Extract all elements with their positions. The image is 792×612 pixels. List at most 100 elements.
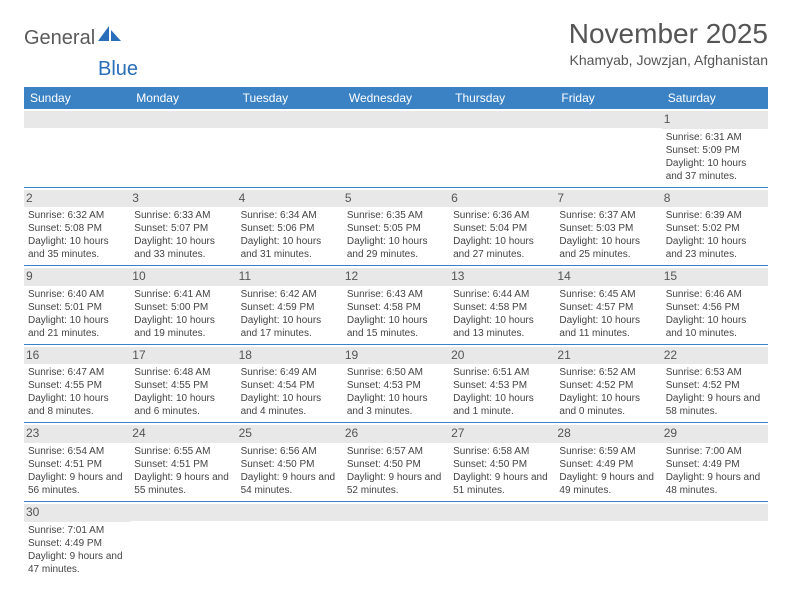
day-number: 28 xyxy=(555,425,661,443)
day-number: 18 xyxy=(237,347,343,365)
day-details: Sunrise: 6:50 AMSunset: 4:53 PMDaylight:… xyxy=(347,366,445,418)
day-number: 29 xyxy=(662,425,768,443)
day-details: Sunrise: 6:33 AMSunset: 5:07 PMDaylight:… xyxy=(134,209,232,261)
day-number-empty xyxy=(130,504,236,521)
logo-text-general: General xyxy=(24,28,95,48)
calendar-day-cell: 19Sunrise: 6:50 AMSunset: 4:53 PMDayligh… xyxy=(343,344,449,423)
day-number: 24 xyxy=(130,425,236,443)
calendar-day-cell: 7Sunrise: 6:37 AMSunset: 5:03 PMDaylight… xyxy=(555,187,661,266)
day-number: 3 xyxy=(130,190,236,208)
calendar-day-cell: 2Sunrise: 6:32 AMSunset: 5:08 PMDaylight… xyxy=(24,187,130,266)
calendar-day-cell xyxy=(449,501,555,579)
day-details: Sunrise: 6:55 AMSunset: 4:51 PMDaylight:… xyxy=(134,445,232,497)
day-details: Sunrise: 6:53 AMSunset: 4:52 PMDaylight:… xyxy=(666,366,764,418)
calendar-day-cell xyxy=(343,109,449,187)
day-number: 27 xyxy=(449,425,555,443)
day-details: Sunrise: 6:35 AMSunset: 5:05 PMDaylight:… xyxy=(347,209,445,261)
day-number: 25 xyxy=(237,425,343,443)
day-number: 12 xyxy=(343,268,449,286)
weekday-header: Saturday xyxy=(662,87,768,109)
day-details: Sunrise: 6:49 AMSunset: 4:54 PMDaylight:… xyxy=(241,366,339,418)
weekday-header: Monday xyxy=(130,87,236,109)
day-details: Sunrise: 6:45 AMSunset: 4:57 PMDaylight:… xyxy=(559,288,657,340)
day-number-empty xyxy=(343,504,449,521)
day-details: Sunrise: 6:59 AMSunset: 4:49 PMDaylight:… xyxy=(559,445,657,497)
day-details: Sunrise: 6:40 AMSunset: 5:01 PMDaylight:… xyxy=(28,288,126,340)
calendar-day-cell: 25Sunrise: 6:56 AMSunset: 4:50 PMDayligh… xyxy=(237,423,343,502)
day-details: Sunrise: 6:57 AMSunset: 4:50 PMDaylight:… xyxy=(347,445,445,497)
calendar-week-row: 23 Sunrise: 6:54 AMSunset: 4:51 PMDayligh… xyxy=(24,423,768,502)
day-details: Sunrise: 6:36 AMSunset: 5:04 PMDaylight:… xyxy=(453,209,551,261)
calendar-day-cell: 1 Sunrise: 6:31 AMSunset: 5:09 PMDaylight… xyxy=(662,109,768,187)
day-details: Sunrise: 6:58 AMSunset: 4:50 PMDaylight:… xyxy=(453,445,551,497)
day-number-empty xyxy=(343,111,449,128)
logo-sail-icon xyxy=(95,24,123,48)
calendar-day-cell xyxy=(237,501,343,579)
day-number: 13 xyxy=(449,268,555,286)
calendar-day-cell: 28 Sunrise: 6:59 AMSunset: 4:49 PMDayligh… xyxy=(555,423,661,502)
day-number: 17 xyxy=(130,347,236,365)
day-number: 15 xyxy=(662,268,768,286)
day-number: 7 xyxy=(555,190,661,208)
calendar-day-cell: 10Sunrise: 6:41 AMSunset: 5:00 PMDayligh… xyxy=(130,266,236,345)
day-details: Sunrise: 6:46 AMSunset: 4:56 PMDaylight:… xyxy=(666,288,764,340)
calendar-week-row: 9Sunrise: 6:40 AMSunset: 5:01 PMDaylight… xyxy=(24,266,768,345)
weekday-header: Thursday xyxy=(449,87,555,109)
day-number: 1 xyxy=(662,111,768,129)
day-details: Sunrise: 6:47 AMSunset: 4:55 PMDaylight:… xyxy=(28,366,126,418)
calendar-day-cell: 11Sunrise: 6:42 AMSunset: 4:59 PMDayligh… xyxy=(237,266,343,345)
page-title: November 2025 xyxy=(569,18,768,50)
calendar-day-cell: 5Sunrise: 6:35 AMSunset: 5:05 PMDaylight… xyxy=(343,187,449,266)
calendar-day-cell: 6Sunrise: 6:36 AMSunset: 5:04 PMDaylight… xyxy=(449,187,555,266)
calendar-day-cell xyxy=(130,501,236,579)
calendar-day-cell: 17Sunrise: 6:48 AMSunset: 4:55 PMDayligh… xyxy=(130,344,236,423)
day-number: 20 xyxy=(449,347,555,365)
day-number: 2 xyxy=(24,190,130,208)
calendar-day-cell xyxy=(555,109,661,187)
day-number-empty xyxy=(237,504,343,521)
day-details: Sunrise: 6:54 AMSunset: 4:51 PMDaylight:… xyxy=(28,445,126,497)
day-number: 8 xyxy=(662,190,768,208)
calendar-day-cell: 26 Sunrise: 6:57 AMSunset: 4:50 PMDayligh… xyxy=(343,423,449,502)
day-details: Sunrise: 6:37 AMSunset: 5:03 PMDaylight:… xyxy=(559,209,657,261)
day-details: Sunrise: 7:01 AMSunset: 4:49 PMDaylight:… xyxy=(28,524,126,576)
day-number: 16 xyxy=(24,347,130,365)
day-number-empty xyxy=(449,111,555,128)
day-number-empty xyxy=(130,111,236,128)
day-number: 6 xyxy=(449,190,555,208)
day-number: 21 xyxy=(555,347,661,365)
calendar-day-cell: 15 Sunrise: 6:46 AMSunset: 4:56 PMDayligh… xyxy=(662,266,768,345)
day-number: 26 xyxy=(343,425,449,443)
day-number: 23 xyxy=(24,425,130,443)
day-details: Sunrise: 7:00 AMSunset: 4:49 PMDaylight:… xyxy=(666,445,764,497)
day-number-empty xyxy=(449,504,555,521)
day-details: Sunrise: 6:44 AMSunset: 4:58 PMDaylight:… xyxy=(453,288,551,340)
calendar-week-row: 2Sunrise: 6:32 AMSunset: 5:08 PMDaylight… xyxy=(24,187,768,266)
day-number: 11 xyxy=(237,268,343,286)
calendar-week-row: 16Sunrise: 6:47 AMSunset: 4:55 PMDayligh… xyxy=(24,344,768,423)
calendar-day-cell: 29 Sunrise: 7:00 AMSunset: 4:49 PMDayligh… xyxy=(662,423,768,502)
day-details: Sunrise: 6:48 AMSunset: 4:55 PMDaylight:… xyxy=(134,366,232,418)
calendar-day-cell: 13 Sunrise: 6:44 AMSunset: 4:58 PMDayligh… xyxy=(449,266,555,345)
day-details: Sunrise: 6:32 AMSunset: 5:08 PMDaylight:… xyxy=(28,209,126,261)
day-details: Sunrise: 6:51 AMSunset: 4:53 PMDaylight:… xyxy=(453,366,551,418)
calendar-day-cell: 18Sunrise: 6:49 AMSunset: 4:54 PMDayligh… xyxy=(237,344,343,423)
calendar-day-cell xyxy=(237,109,343,187)
day-number: 14 xyxy=(555,268,661,286)
weekday-header: Tuesday xyxy=(237,87,343,109)
day-number-empty xyxy=(555,111,661,128)
calendar-day-cell xyxy=(555,501,661,579)
logo: General xyxy=(24,18,123,48)
day-details: Sunrise: 6:31 AMSunset: 5:09 PMDaylight:… xyxy=(666,131,764,183)
day-number: 5 xyxy=(343,190,449,208)
calendar-week-row: 1 Sunrise: 6:31 AMSunset: 5:09 PMDaylight… xyxy=(24,109,768,187)
day-number-empty xyxy=(662,504,768,521)
calendar-day-cell: 22Sunrise: 6:53 AMSunset: 4:52 PMDayligh… xyxy=(662,344,768,423)
calendar-day-cell: 14 Sunrise: 6:45 AMSunset: 4:57 PMDayligh… xyxy=(555,266,661,345)
weekday-header: Sunday xyxy=(24,87,130,109)
calendar-day-cell: 20Sunrise: 6:51 AMSunset: 4:53 PMDayligh… xyxy=(449,344,555,423)
calendar-day-cell xyxy=(449,109,555,187)
weekday-header: Wednesday xyxy=(343,87,449,109)
day-details: Sunrise: 6:34 AMSunset: 5:06 PMDaylight:… xyxy=(241,209,339,261)
day-details: Sunrise: 6:43 AMSunset: 4:58 PMDaylight:… xyxy=(347,288,445,340)
